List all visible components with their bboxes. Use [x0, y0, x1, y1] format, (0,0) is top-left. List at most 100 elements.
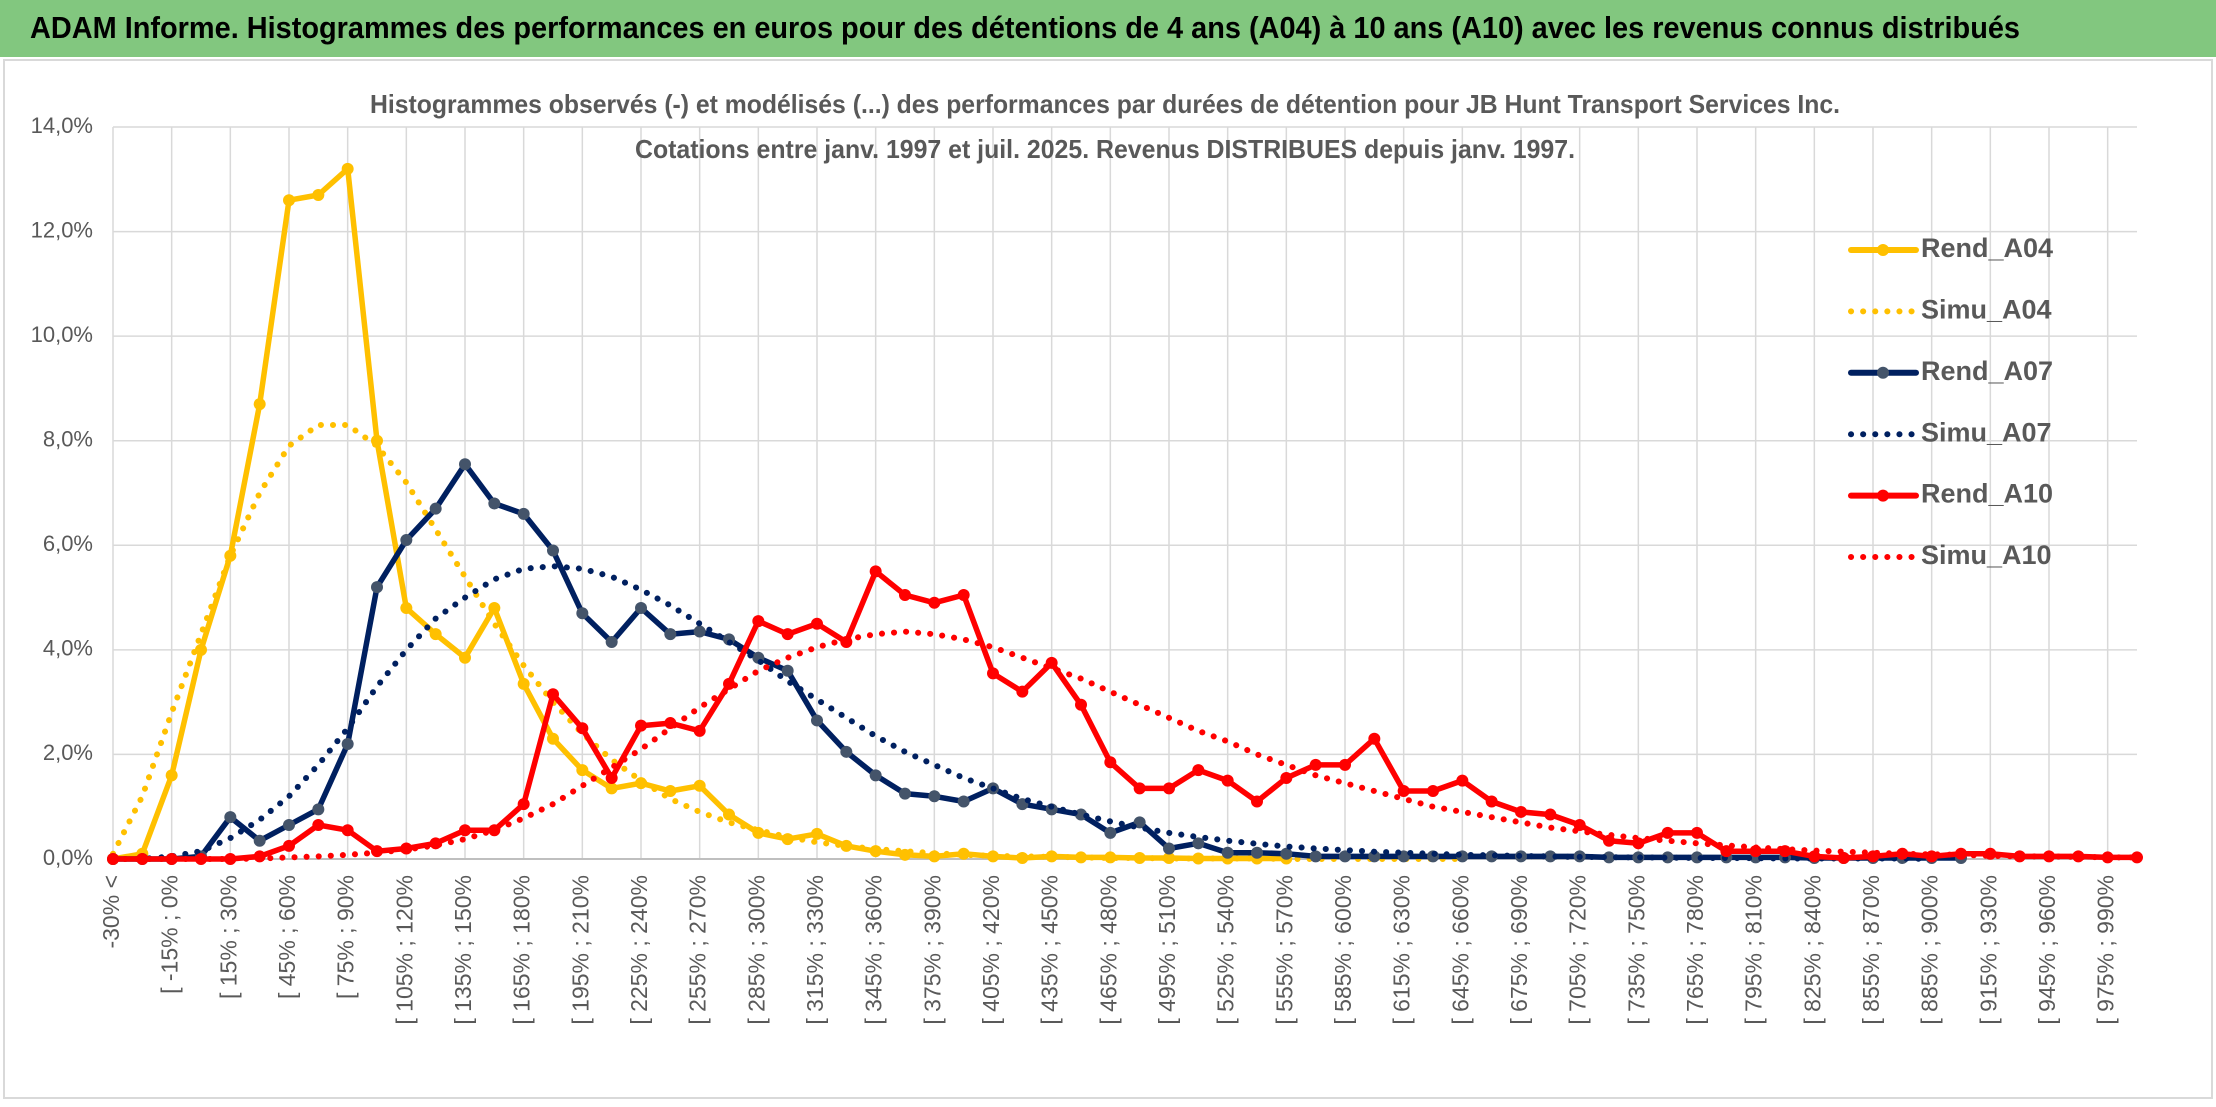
data-point — [693, 779, 706, 792]
x-tick-label: [ 765% ; 780% — [1682, 875, 1708, 1025]
legend-label: Rend_A04 — [1921, 233, 2053, 263]
data-point — [195, 643, 207, 656]
data-point — [1720, 845, 1733, 858]
data-point — [1192, 837, 1205, 850]
data-point — [840, 745, 853, 758]
y-tick-label: 8,0% — [43, 427, 93, 452]
data-point — [547, 732, 559, 745]
data-point — [341, 162, 354, 175]
banner-text: ADAM Informe. Histogrammes des performan… — [30, 10, 2020, 45]
data-point — [429, 502, 442, 515]
x-tick-label: [ 675% ; 690% — [1506, 875, 1532, 1025]
legend-label: Rend_A10 — [1921, 479, 2053, 509]
data-point — [1251, 795, 1263, 808]
x-tick-label: [ 735% ; 750% — [1623, 875, 1649, 1025]
data-point — [1280, 847, 1293, 860]
data-point — [1309, 758, 1322, 771]
data-point — [605, 771, 618, 784]
chart-title: Histogrammes observés (-) et modélisés (… — [370, 89, 1840, 119]
data-point — [1280, 771, 1293, 784]
x-tick-label: [ 405% ; 420% — [978, 875, 1004, 1025]
series-line — [110, 568, 2140, 862]
x-tick-label: [ 945% ; 960% — [2034, 875, 2060, 1025]
data-point — [283, 819, 295, 832]
data-point — [459, 458, 471, 471]
x-tick-label: [ 255% ; 270% — [685, 875, 711, 1025]
data-point — [1368, 850, 1381, 863]
data-point — [1163, 842, 1175, 855]
data-point — [1368, 732, 1381, 745]
series-line — [110, 628, 2140, 862]
data-point — [517, 677, 530, 690]
data-point — [1661, 826, 1674, 839]
x-tick-label: [ 705% ; 720% — [1565, 875, 1591, 1025]
x-tick-label: [ 15% ; 30% — [215, 875, 241, 999]
data-point — [576, 722, 589, 735]
chart-subtitle: Cotations entre janv. 1997 et juil. 2025… — [635, 134, 1575, 164]
data-point — [371, 581, 383, 594]
x-tick-label: [ 855% ; 870% — [1858, 875, 1884, 1025]
data-point — [253, 398, 266, 411]
data-point — [781, 628, 794, 641]
data-point — [1221, 774, 1234, 787]
data-point — [723, 808, 735, 821]
data-point — [1251, 846, 1263, 859]
data-point — [635, 719, 647, 732]
data-point — [1691, 826, 1703, 839]
x-tick-label: [ 375% ; 390% — [919, 875, 945, 1025]
x-tick-label: [ 825% ; 840% — [1799, 875, 1825, 1025]
series-line — [110, 563, 1935, 862]
x-tick-label: [ 75% ; 90% — [333, 875, 359, 999]
data-point — [312, 188, 325, 201]
x-tick-label: -30% < — [98, 875, 124, 949]
x-tick-label: [ 165% ; 180% — [509, 875, 535, 1025]
data-point — [693, 724, 706, 737]
data-point — [1104, 756, 1117, 769]
data-point — [429, 628, 442, 641]
series-line — [110, 422, 1466, 862]
data-point — [136, 853, 149, 865]
data-point — [605, 636, 618, 649]
data-point — [928, 596, 941, 609]
data-point — [811, 714, 823, 727]
data-point — [547, 544, 559, 557]
data-point — [517, 507, 530, 520]
data-point — [869, 769, 882, 782]
x-tick-label: [ 555% ; 570% — [1271, 875, 1297, 1025]
data-point — [605, 782, 618, 795]
y-tick-label: 6,0% — [43, 531, 93, 556]
x-tick-label: [ 285% ; 300% — [743, 875, 769, 1025]
data-point — [576, 607, 589, 620]
y-tick-label: 0,0% — [43, 845, 93, 870]
y-tick-label: 4,0% — [43, 636, 93, 661]
x-tick-label: [ 615% ; 630% — [1389, 875, 1415, 1025]
legend-marker — [1877, 489, 1889, 502]
data-point — [165, 769, 178, 782]
data-point — [283, 839, 295, 852]
data-point — [928, 790, 941, 803]
x-tick-label: [ 435% ; 450% — [1037, 875, 1063, 1025]
data-point — [341, 824, 354, 837]
data-point — [400, 602, 413, 615]
data-point — [1133, 816, 1146, 829]
x-tick-label: [ 45% ; 60% — [274, 875, 300, 999]
data-point — [1133, 782, 1146, 795]
data-point — [1544, 850, 1557, 863]
x-tick-label: [ -15% ; 0% — [157, 875, 183, 994]
x-tick-label: [ 885% ; 900% — [1917, 875, 1943, 1025]
data-point — [957, 588, 970, 601]
legend-label: Simu_A07 — [1921, 417, 2052, 447]
data-point — [811, 617, 823, 630]
data-point — [1573, 819, 1586, 832]
chart-frame — [3, 59, 2213, 1099]
data-point — [1544, 808, 1557, 821]
data-point — [253, 834, 266, 847]
data-point — [1515, 805, 1527, 818]
banner — [0, 0, 2216, 57]
data-point — [957, 795, 970, 808]
data-point — [195, 853, 207, 865]
data-point — [1192, 764, 1205, 777]
legend-label: Rend_A07 — [1921, 356, 2053, 386]
data-point — [811, 827, 823, 840]
